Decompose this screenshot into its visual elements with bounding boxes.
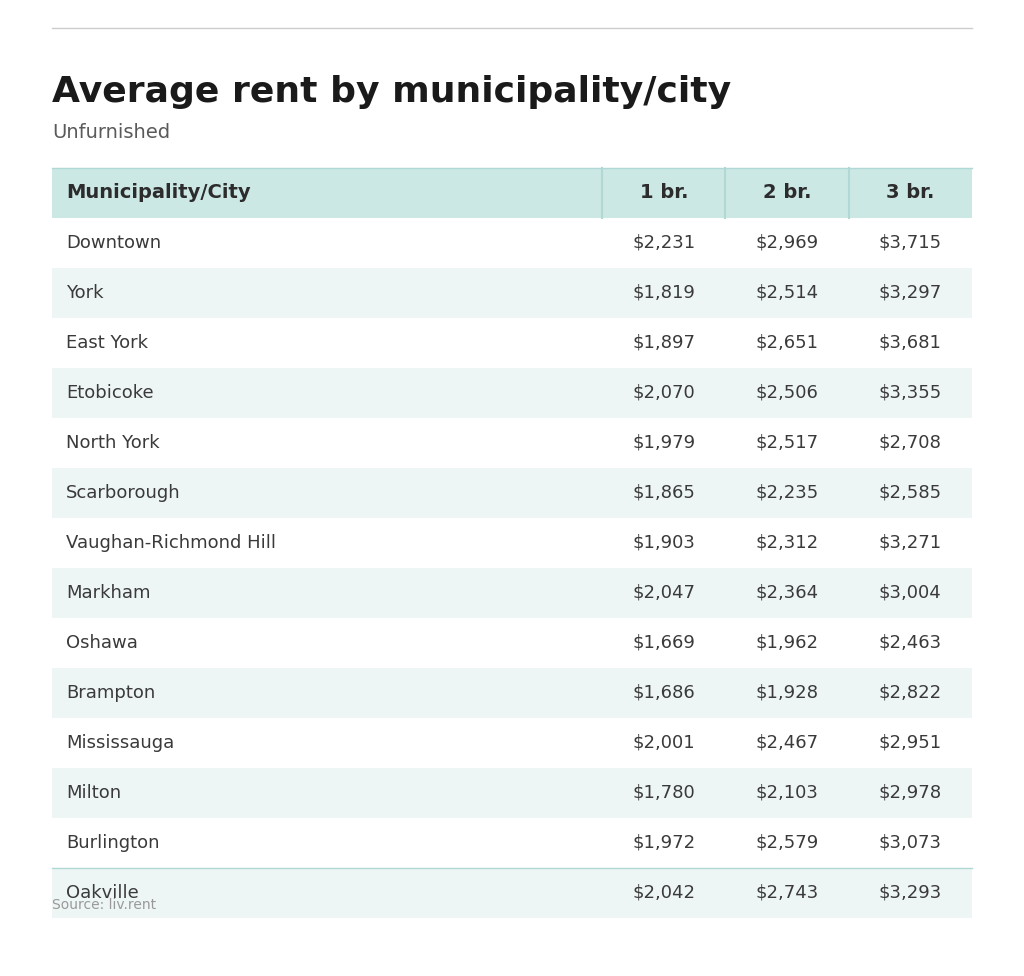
Bar	[52, 618, 972, 668]
Bar	[52, 818, 972, 868]
Text: Scarborough: Scarborough	[66, 484, 180, 502]
Text: $2,951: $2,951	[879, 734, 942, 752]
Text: $3,271: $3,271	[879, 534, 942, 552]
Bar	[52, 168, 972, 218]
Bar	[52, 468, 972, 518]
Text: $2,231: $2,231	[632, 234, 695, 252]
Text: 2 br.: 2 br.	[763, 183, 811, 202]
Text: Markham: Markham	[66, 584, 151, 602]
Text: $2,708: $2,708	[879, 434, 942, 452]
Text: $1,686: $1,686	[633, 684, 695, 702]
Text: $2,743: $2,743	[756, 884, 819, 902]
Text: $3,293: $3,293	[879, 884, 942, 902]
Text: $1,865: $1,865	[633, 484, 695, 502]
Text: $3,004: $3,004	[879, 584, 942, 602]
Text: Source: liv.rent: Source: liv.rent	[52, 898, 156, 912]
Text: $2,517: $2,517	[756, 434, 818, 452]
Text: $1,972: $1,972	[632, 834, 695, 852]
Text: $2,978: $2,978	[879, 784, 942, 802]
Text: $2,651: $2,651	[756, 334, 818, 352]
Bar	[52, 218, 972, 268]
Bar	[52, 868, 972, 918]
Bar	[52, 718, 972, 768]
Text: Mississauga: Mississauga	[66, 734, 174, 752]
Text: $1,928: $1,928	[756, 684, 818, 702]
Text: Average rent by municipality/city: Average rent by municipality/city	[52, 75, 731, 109]
Text: $2,467: $2,467	[756, 734, 818, 752]
Text: $3,681: $3,681	[879, 334, 942, 352]
Text: Burlington: Burlington	[66, 834, 160, 852]
Text: Municipality/City: Municipality/City	[66, 183, 251, 202]
Text: Oshawa: Oshawa	[66, 634, 138, 652]
Text: East York: East York	[66, 334, 148, 352]
Text: $3,073: $3,073	[879, 834, 942, 852]
Text: $2,103: $2,103	[756, 784, 818, 802]
Text: $1,897: $1,897	[632, 334, 695, 352]
Text: $1,780: $1,780	[633, 784, 695, 802]
Bar	[52, 568, 972, 618]
Bar	[52, 768, 972, 818]
Text: 3 br.: 3 br.	[886, 183, 935, 202]
Text: $2,070: $2,070	[633, 384, 695, 402]
Text: $2,506: $2,506	[756, 384, 818, 402]
Text: $3,355: $3,355	[879, 384, 942, 402]
Text: $1,903: $1,903	[633, 534, 695, 552]
Text: $2,042: $2,042	[632, 884, 695, 902]
Text: $2,463: $2,463	[879, 634, 942, 652]
Text: $3,297: $3,297	[879, 284, 942, 302]
Text: Milton: Milton	[66, 784, 121, 802]
Text: $2,969: $2,969	[756, 234, 818, 252]
Text: $2,579: $2,579	[756, 834, 819, 852]
Text: $2,047: $2,047	[632, 584, 695, 602]
Text: $2,235: $2,235	[756, 484, 819, 502]
Text: $2,312: $2,312	[756, 534, 818, 552]
Text: $2,364: $2,364	[756, 584, 818, 602]
Text: Etobicoke: Etobicoke	[66, 384, 154, 402]
Text: Oakville: Oakville	[66, 884, 138, 902]
Text: $2,514: $2,514	[756, 284, 818, 302]
Text: $2,585: $2,585	[879, 484, 942, 502]
Bar	[52, 418, 972, 468]
Text: Unfurnished: Unfurnished	[52, 123, 170, 142]
Text: York: York	[66, 284, 103, 302]
Bar	[52, 668, 972, 718]
Text: Brampton: Brampton	[66, 684, 156, 702]
Text: $1,819: $1,819	[633, 284, 695, 302]
Bar	[52, 318, 972, 368]
Bar	[52, 518, 972, 568]
Text: North York: North York	[66, 434, 160, 452]
Text: $1,669: $1,669	[633, 634, 695, 652]
Text: Downtown: Downtown	[66, 234, 161, 252]
Text: Vaughan-Richmond Hill: Vaughan-Richmond Hill	[66, 534, 276, 552]
Text: $2,001: $2,001	[633, 734, 695, 752]
Text: $1,962: $1,962	[756, 634, 818, 652]
Bar	[52, 368, 972, 418]
Text: $1,979: $1,979	[632, 434, 695, 452]
Text: $3,715: $3,715	[879, 234, 942, 252]
Text: $2,822: $2,822	[879, 684, 942, 702]
Text: 1 br.: 1 br.	[640, 183, 688, 202]
Bar	[52, 268, 972, 318]
